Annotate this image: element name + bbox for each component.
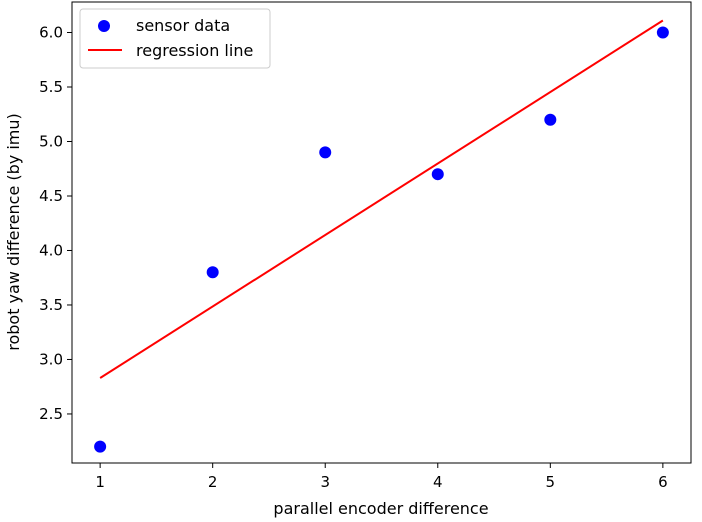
plot-frame [71, 1, 692, 464]
x-tick-label: 4 [433, 473, 443, 491]
x-tick-label: 1 [95, 473, 105, 491]
legend-box [79, 8, 271, 69]
x-axis-label: parallel encoder difference [273, 499, 488, 518]
legend-marker-sensor-data [98, 20, 110, 32]
legend: sensor data regression line [79, 8, 271, 69]
data-point [319, 146, 332, 159]
y-tick-label: 5.5 [39, 78, 63, 96]
y-tick-label: 5.0 [39, 132, 63, 150]
legend-label-sensor-data: sensor data [136, 16, 230, 35]
y-tick-label: 4.0 [39, 241, 63, 259]
data-point [431, 168, 444, 181]
regression-line [99, 19, 664, 379]
data-point [206, 266, 219, 279]
x-tick-label: 5 [546, 473, 556, 491]
y-axis-label: robot yaw difference (by imu) [4, 113, 23, 351]
data-point [544, 113, 557, 126]
tick-layer: 1 2 3 4 5 6 2.5 3.0 3.5 4.0 4.5 5.0 5.5 6.0 [39, 24, 667, 491]
y-tick-label: 2.5 [39, 405, 63, 423]
data-point [656, 26, 669, 39]
x-tick-label: 6 [658, 473, 668, 491]
legend-label-regression-line: regression line [136, 41, 253, 60]
series-layer [94, 19, 669, 453]
y-tick-label: 3.5 [39, 296, 63, 314]
data-point [94, 440, 107, 453]
y-tick-label: 4.5 [39, 187, 63, 205]
x-tick-label: 3 [320, 473, 330, 491]
y-tick-label: 3.0 [39, 350, 63, 368]
x-tick-label: 2 [208, 473, 218, 491]
y-tick-label: 6.0 [39, 24, 63, 42]
